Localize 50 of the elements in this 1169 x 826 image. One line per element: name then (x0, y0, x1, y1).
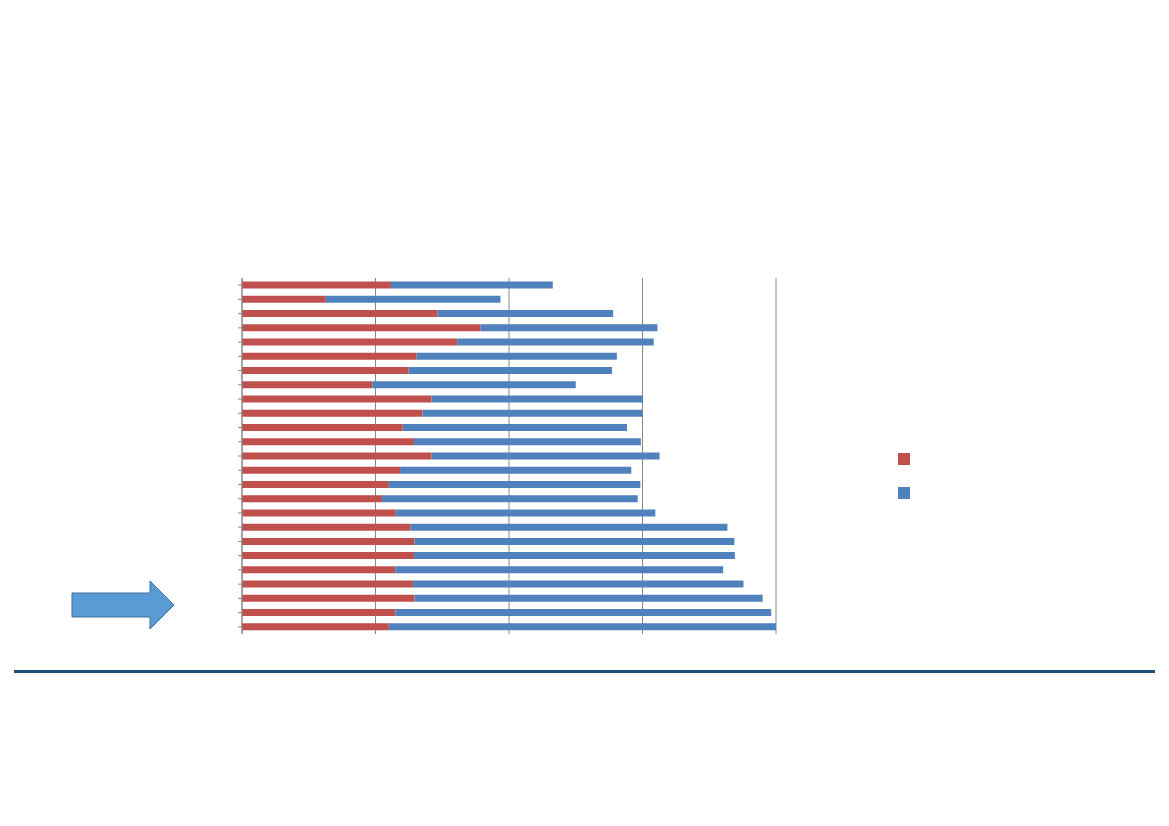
bar (412, 580, 744, 588)
bar (242, 594, 415, 602)
bar (242, 409, 423, 417)
bar (242, 523, 411, 531)
bar (416, 352, 617, 360)
bar (242, 295, 326, 303)
bar (414, 537, 735, 545)
bar (242, 623, 389, 631)
bar (242, 395, 432, 403)
bar (242, 367, 409, 374)
bar (242, 352, 417, 360)
bar (242, 310, 438, 318)
bar (413, 552, 735, 560)
bar (242, 480, 389, 488)
bar (480, 324, 658, 332)
bar (242, 423, 403, 431)
bar (431, 395, 644, 403)
bar (400, 466, 632, 474)
bar (431, 452, 660, 460)
bar (325, 295, 501, 303)
bar (242, 281, 391, 289)
bar (457, 338, 654, 346)
bar (242, 338, 458, 346)
bar (242, 552, 414, 560)
bar (381, 495, 638, 503)
bar (388, 480, 641, 488)
bar (242, 509, 396, 517)
bar (414, 594, 763, 602)
bar (242, 466, 401, 474)
bar (388, 623, 776, 631)
bar (437, 310, 614, 318)
bar (402, 423, 628, 431)
bar (242, 566, 396, 574)
bar (242, 495, 382, 503)
bar (422, 409, 643, 417)
bar (390, 281, 553, 289)
bar (242, 438, 414, 446)
bar (242, 537, 415, 545)
bar (372, 381, 576, 389)
bar (242, 580, 413, 588)
bar (410, 523, 728, 531)
bar (413, 438, 641, 446)
bar (395, 509, 656, 517)
bar (242, 452, 432, 460)
bar (242, 381, 373, 389)
bar (242, 609, 396, 617)
bar (242, 324, 481, 332)
bar (408, 367, 613, 374)
bar (395, 609, 772, 617)
bar (395, 566, 724, 574)
